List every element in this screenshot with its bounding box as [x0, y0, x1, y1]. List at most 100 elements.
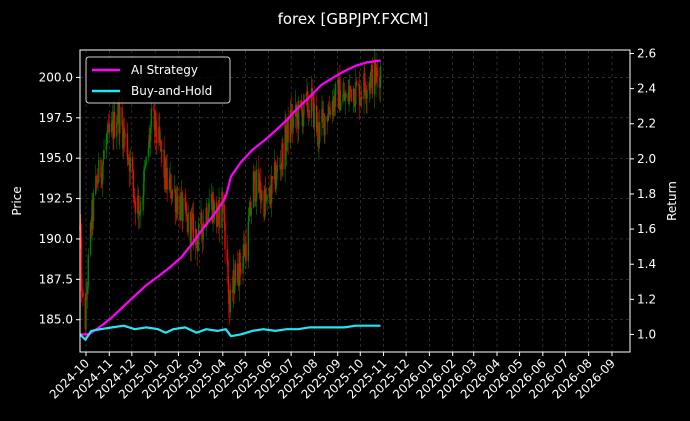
price-candle [81, 290, 83, 292]
price-candle [206, 207, 208, 224]
price-candle [80, 237, 83, 291]
price-candle [276, 165, 279, 167]
price-candle [316, 122, 319, 132]
price-candle [189, 212, 192, 246]
series-line-buy-and-hold [79, 324, 381, 341]
legend-box [85, 56, 231, 104]
y-tick-label: 185.0 [39, 313, 73, 327]
y-tick-label: 195.0 [39, 151, 73, 165]
price-candle [210, 193, 213, 204]
price-candle [368, 82, 370, 91]
price-candle [345, 93, 347, 98]
price-candle [321, 109, 324, 114]
price-candle [171, 189, 174, 198]
price-candle [131, 156, 134, 171]
price-candle [337, 79, 339, 85]
price-candle [249, 202, 251, 217]
price-candle [374, 61, 376, 84]
price-candle [318, 122, 321, 142]
price-candle [311, 87, 313, 96]
price-candle [168, 179, 171, 190]
price-candle [366, 90, 368, 99]
price-candle [313, 105, 316, 128]
y-right-tick-label: 1.0 [637, 327, 656, 341]
price-candle [148, 135, 150, 149]
price-candle [339, 78, 341, 111]
price-candle [133, 187, 135, 199]
price-candle [286, 117, 289, 137]
price-candle [306, 91, 309, 113]
price-candle [113, 112, 115, 139]
price-candle [360, 96, 362, 99]
price-candle [85, 293, 87, 330]
price-candle [276, 165, 278, 181]
price-candle [263, 190, 265, 218]
price-candle [376, 67, 378, 71]
price-candle [296, 112, 298, 118]
price-candle [213, 202, 216, 220]
price-candle [274, 162, 277, 190]
price-candle [147, 148, 150, 157]
price-candle [126, 133, 129, 160]
price-candle [343, 92, 345, 96]
price-candle [143, 168, 146, 171]
price-candle [124, 133, 126, 138]
price-candle [123, 128, 126, 138]
series-lines [79, 59, 381, 341]
price-candle [379, 76, 381, 88]
price-candle [170, 175, 172, 198]
price-candle [248, 216, 250, 222]
price-candle [173, 189, 176, 191]
price-candle [352, 88, 355, 101]
price-candle [118, 101, 120, 134]
price-candle [96, 179, 98, 184]
price-candle [358, 84, 360, 86]
price-candle [129, 156, 132, 172]
price-candle [252, 172, 255, 209]
price-candle [271, 176, 274, 180]
y-right-tick-label: 2.2 [637, 117, 656, 131]
price-candle [254, 171, 256, 202]
price-candle [238, 252, 240, 287]
price-candle [161, 149, 163, 153]
plot-frame [79, 49, 631, 353]
price-candle [89, 222, 92, 255]
price-candle [281, 143, 283, 165]
price-candle [139, 211, 141, 213]
price-candle [217, 205, 219, 226]
price-candle [222, 204, 225, 206]
price-candle [347, 93, 349, 102]
price-candle [270, 176, 273, 204]
price-candle [91, 200, 93, 230]
price-candle [196, 237, 198, 251]
price-candle [331, 100, 334, 115]
price-candle [249, 202, 252, 216]
price-candle [355, 82, 358, 86]
price-candle [155, 112, 157, 137]
price-candle [369, 82, 371, 88]
price-candle [180, 192, 183, 199]
price-candle [82, 291, 84, 298]
price-candle [86, 293, 88, 294]
price-candle [302, 115, 304, 126]
price-candle [213, 199, 215, 220]
y-tick-label: 200.0 [39, 70, 73, 84]
price-candle [97, 181, 99, 184]
price-candle [253, 171, 256, 173]
price-candle [338, 78, 340, 109]
price-candle [353, 88, 355, 107]
price-candle [87, 254, 89, 288]
price-candle [329, 110, 331, 115]
y-right-tick-label: 2.6 [637, 47, 656, 61]
price-candle [208, 203, 210, 213]
price-candle [138, 212, 141, 215]
price-candle [297, 112, 299, 130]
y-axis-label-left: Price [10, 186, 24, 215]
price-candle [218, 200, 220, 206]
price-candle [307, 109, 310, 113]
chart-title: forex [GBPJPY.FXCM] [278, 10, 429, 28]
price-candle [221, 191, 223, 228]
price-candle [234, 284, 236, 293]
price-candle [265, 200, 268, 202]
price-candle [182, 198, 184, 222]
